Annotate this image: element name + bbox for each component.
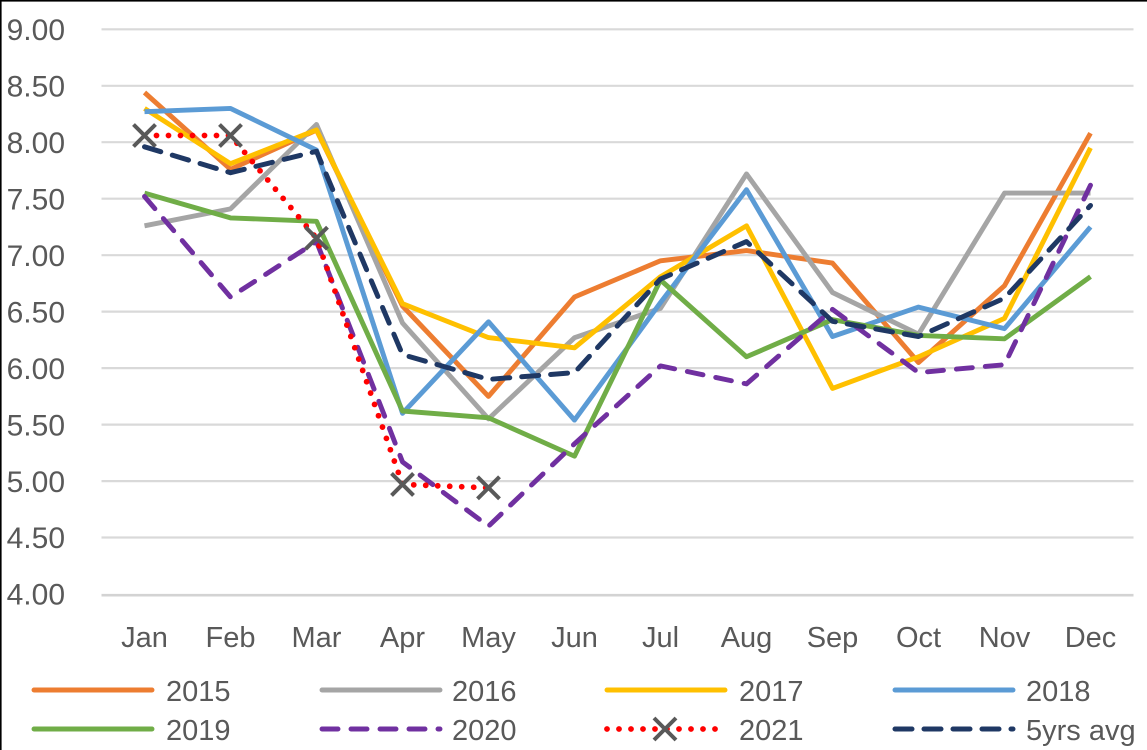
svg-text:Oct: Oct	[896, 622, 941, 654]
svg-text:4.00: 4.00	[7, 579, 65, 612]
svg-text:Sep: Sep	[807, 622, 859, 654]
svg-text:7.00: 7.00	[7, 240, 65, 273]
svg-text:5yrs avg: 5yrs avg	[1026, 715, 1136, 747]
svg-text:5.00: 5.00	[7, 466, 65, 499]
svg-text:2016: 2016	[452, 676, 517, 708]
svg-text:Jun: Jun	[551, 622, 598, 654]
svg-text:2020: 2020	[452, 715, 517, 747]
svg-text:Mar: Mar	[292, 622, 342, 654]
svg-text:6.00: 6.00	[7, 353, 65, 386]
svg-text:5.50: 5.50	[7, 409, 65, 442]
svg-text:2018: 2018	[1026, 676, 1091, 708]
svg-text:2019: 2019	[166, 715, 231, 747]
svg-text:2021: 2021	[739, 715, 804, 747]
svg-text:9.00: 9.00	[7, 14, 65, 47]
svg-text:2015: 2015	[166, 676, 231, 708]
svg-text:2017: 2017	[739, 676, 804, 708]
svg-text:8.00: 8.00	[7, 127, 65, 160]
svg-text:4.50: 4.50	[7, 522, 65, 555]
svg-text:Aug: Aug	[721, 622, 773, 654]
svg-text:Apr: Apr	[380, 622, 425, 654]
svg-text:Jan: Jan	[121, 622, 168, 654]
svg-text:Feb: Feb	[206, 622, 256, 654]
svg-text:May: May	[461, 622, 516, 654]
svg-text:Jul: Jul	[642, 622, 679, 654]
svg-text:7.50: 7.50	[7, 183, 65, 216]
svg-text:Nov: Nov	[979, 622, 1031, 654]
svg-text:Dec: Dec	[1065, 622, 1117, 654]
svg-text:6.50: 6.50	[7, 296, 65, 329]
svg-text:8.50: 8.50	[7, 71, 65, 104]
